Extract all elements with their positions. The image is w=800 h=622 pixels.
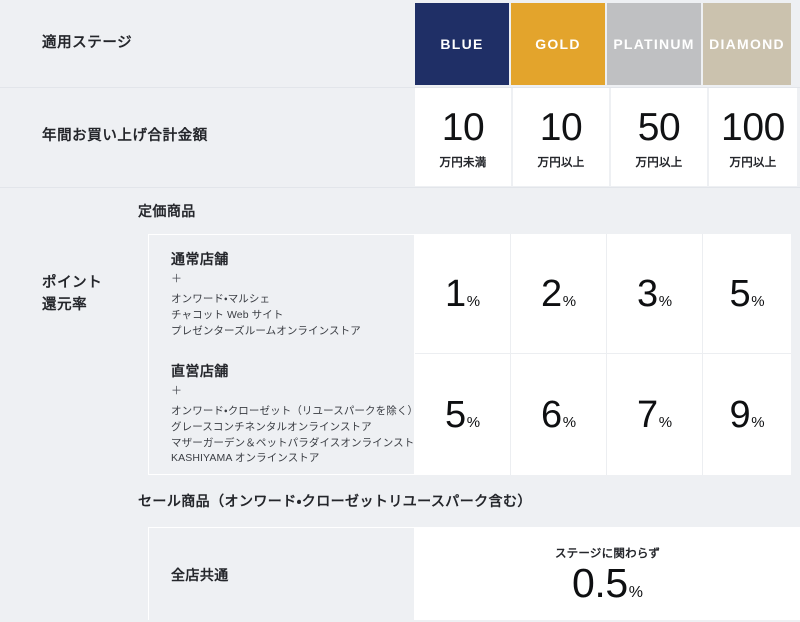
point-rate-value: 2 — [540, 272, 562, 315]
store-list-item: プレゼンターズルームオンラインストア — [171, 324, 361, 337]
sale-rate-value-cell: ステージに関わらず 0.5 % — [415, 527, 800, 622]
point-rate-cell-platinum: 3 % — [607, 234, 703, 354]
point-rate-value: 9 — [729, 393, 751, 436]
section-banner-sale-items: セール商品（オンワード・クローゼットリユースパーク含む） — [0, 475, 800, 527]
stage-column-platinum: PLATINUM — [607, 0, 703, 85]
point-rate-value: 5 — [444, 393, 466, 436]
divider-under-stage-row — [0, 87, 800, 88]
store-list-item: オンワード・マルシェ — [171, 293, 271, 306]
store-list-item: オンワード・クローゼット（リユースパークを除く） — [171, 404, 419, 417]
point-rate-cell-diamond: 5 % — [703, 234, 791, 354]
sale-rate-note: ステージに関わらず — [554, 548, 661, 560]
stage-column-gold: GOLD — [511, 0, 607, 85]
sale-store-description: 全店共通 — [148, 527, 415, 622]
percent-symbol: % — [658, 413, 673, 431]
point-rate-cell-platinum: 7 % — [607, 354, 703, 475]
annual-amount-unit: 万円以上 — [635, 157, 683, 169]
stage-badge-diamond: DIAMOND — [703, 3, 791, 85]
percent-symbol: % — [466, 413, 481, 431]
point-rate-value: 5 — [729, 272, 751, 315]
point-rate-value: 6 — [540, 393, 562, 436]
divider-under-amount-row — [0, 187, 800, 188]
store-group-title: 直営店舗 — [171, 362, 229, 379]
point-rate-label: ポイント 還元率 — [42, 274, 103, 313]
annual-amount-cell-diamond: 100 万円以上 — [709, 88, 797, 186]
point-rate-cell-blue: 1 % — [415, 234, 511, 354]
plus-icon: ＋ — [171, 273, 182, 286]
percent-symbol: % — [751, 413, 765, 431]
point-rate-cell-blue: 5 % — [415, 354, 511, 475]
stage-badge-blue: BLUE — [415, 3, 509, 85]
store-list: オンワード・マルシェ チャコット Web サイト プレゼンターズルームオンライン… — [171, 292, 406, 340]
point-rate-value: 7 — [636, 393, 658, 436]
annual-amount-unit: 万円以上 — [729, 157, 777, 169]
annual-amount-row: 年間お買い上げ合計金額 10 万円未満 10 万円以上 50 万円以上 100 … — [0, 88, 800, 186]
point-rate-cell-diamond: 9 % — [703, 354, 791, 475]
point-rate-row-direct-store: 直営店舗 ＋ オンワード・クローゼット（リユースパークを除く） グレースコンチネ… — [0, 354, 800, 475]
point-rate-label-spacer — [0, 354, 148, 475]
annual-amount-cell-platinum: 50 万円以上 — [611, 88, 707, 186]
point-rate-cells-standard: 1 % 2 % 3 % 5 % — [415, 234, 800, 354]
sale-rate-row: 全店共通 ステージに関わらず 0.5 % — [0, 527, 800, 622]
point-rate-cells-direct: 5 % 6 % 7 % 9 % — [415, 354, 800, 475]
store-list-item: マザーガーデン＆ペットパラダイスオンラインストア — [171, 436, 425, 449]
percent-symbol: % — [628, 584, 643, 601]
store-group-title: 通常店舗 — [171, 251, 229, 268]
stage-column-blue: BLUE — [415, 0, 511, 85]
bottom-strip — [0, 620, 800, 622]
annual-amount-value: 100 — [721, 106, 785, 149]
stage-chip-group: BLUE GOLD PLATINUM DIAMOND — [415, 0, 800, 88]
annual-amount-unit: 万円以上 — [537, 157, 585, 169]
plus-icon: ＋ — [171, 384, 182, 397]
store-list: オンワード・クローゼット（リユースパークを除く） グレースコンチネンタルオンライ… — [171, 404, 425, 468]
annual-amount-label: 年間お買い上げ合計金額 — [0, 88, 415, 186]
percent-symbol: % — [466, 292, 481, 310]
annual-amount-value: 10 — [539, 106, 583, 149]
store-list-item: グレースコンチネンタルオンラインストア — [171, 420, 372, 433]
point-rate-label-cell: ポイント 還元率 — [0, 234, 148, 354]
point-rate-cell-gold: 6 % — [511, 354, 607, 475]
percent-symbol: % — [562, 413, 577, 431]
point-rate-value: 1 — [444, 272, 466, 315]
stage-header-row: 適用ステージ BLUE GOLD PLATINUM DIAMOND — [0, 0, 800, 88]
sale-store-group-title: 全店共通 — [171, 566, 229, 583]
section-banner-regular-price: 定価商品 — [0, 188, 800, 234]
sale-row-left-spacer — [0, 527, 148, 622]
point-rate-cell-gold: 2 % — [511, 234, 607, 354]
annual-amount-cell-blue: 10 万円未満 — [415, 88, 511, 186]
annual-amount-value: 50 — [637, 106, 681, 149]
annual-amount-cells: 10 万円未満 10 万円以上 50 万円以上 100 万円以上 — [415, 88, 800, 186]
stage-badge-gold: GOLD — [511, 3, 605, 85]
percent-symbol: % — [658, 292, 673, 310]
annual-amount-unit: 万円未満 — [439, 157, 487, 169]
percent-symbol: % — [562, 292, 577, 310]
annual-amount-value: 10 — [441, 106, 485, 149]
store-list-item: KASHIYAMA オンラインストア — [171, 452, 320, 465]
stage-row-label: 適用ステージ — [0, 0, 415, 88]
stage-badge-platinum: PLATINUM — [607, 3, 701, 85]
sale-rate-value: 0.5 — [571, 560, 628, 606]
store-description-direct: 直営店舗 ＋ オンワード・クローゼット（リユースパークを除く） グレースコンチネ… — [148, 354, 425, 475]
store-list-item: チャコット Web サイト — [171, 309, 284, 322]
stage-column-diamond: DIAMOND — [703, 0, 791, 85]
store-description-standard: 通常店舗 ＋ オンワード・マルシェ チャコット Web サイト プレゼンターズル… — [148, 234, 415, 354]
percent-symbol: % — [751, 292, 765, 310]
point-rate-row-standard-store: ポイント 還元率 通常店舗 ＋ オンワード・マルシェ チャコット Web サイト… — [0, 234, 800, 354]
point-rate-value: 3 — [636, 272, 658, 315]
annual-amount-cell-gold: 10 万円以上 — [513, 88, 609, 186]
